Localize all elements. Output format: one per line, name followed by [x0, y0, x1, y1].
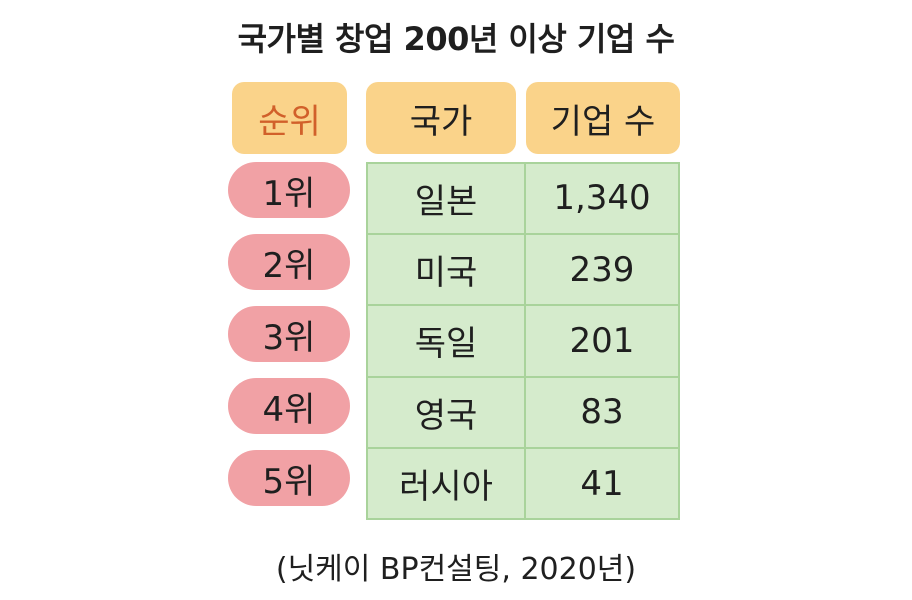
company-count-table: 일본 1,340 미국 239 독일 201 영국 83 러시아 41 [366, 162, 680, 520]
count-cell: 83 [524, 375, 678, 450]
header-rank: 순위 [232, 82, 347, 154]
rank-column: 1위 2위 3위 4위 5위 [228, 162, 350, 522]
header-country: 국가 [366, 82, 516, 154]
infographic-title: 국가별 창업 200년 이상 기업 수 [237, 20, 675, 58]
source-citation: (닛케이 BP컨설팅, 2020년) [275, 552, 637, 587]
count-cell: 1,340 [524, 164, 678, 235]
country-cell: 영국 [368, 375, 526, 450]
country-cell: 러시아 [368, 447, 526, 518]
table-row: 일본 1,340 [368, 164, 678, 235]
country-cell: 독일 [368, 304, 526, 378]
table-row: 영국 83 [368, 375, 678, 450]
count-cell: 41 [524, 447, 678, 518]
rank-badge: 3위 [228, 306, 350, 362]
table-row: 미국 239 [368, 232, 678, 307]
count-cell: 201 [524, 304, 678, 378]
rank-badge: 4위 [228, 378, 350, 434]
rank-badge: 1위 [228, 162, 350, 218]
rank-badge: 2위 [228, 234, 350, 290]
header-company-count: 기업 수 [526, 82, 680, 154]
count-cell: 239 [524, 232, 678, 307]
country-cell: 미국 [368, 232, 526, 307]
table-row: 러시아 41 [368, 447, 678, 518]
table-row: 독일 201 [368, 304, 678, 378]
rank-badge: 5위 [228, 450, 350, 506]
country-cell: 일본 [368, 164, 526, 235]
